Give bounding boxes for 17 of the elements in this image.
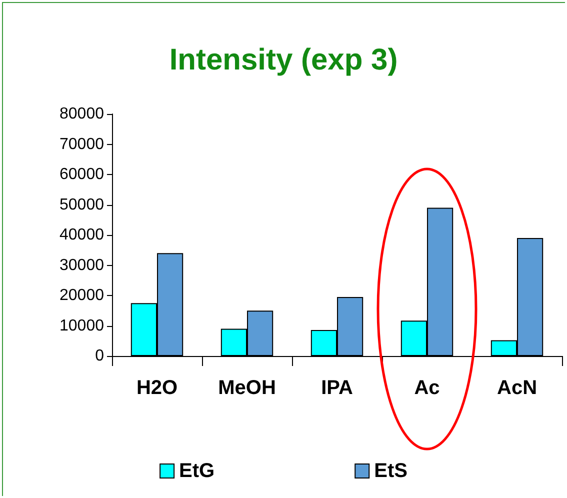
y-tick-label: 80000 (60, 106, 104, 122)
x-tick-label: IPA (321, 377, 353, 399)
y-tick-label: 60000 (60, 166, 104, 183)
y-tick-label: 40000 (60, 226, 104, 244)
y-tick-label: 50000 (60, 196, 104, 214)
legend-label: EtG (179, 460, 215, 482)
y-tick-label: 10000 (60, 317, 104, 334)
x-tick-label: Ac (414, 377, 440, 399)
chart-title: Intensity (exp 3) (169, 44, 398, 76)
y-tick-label: 70000 (60, 136, 104, 153)
y-tick-label: 30000 (60, 256, 104, 274)
x-tick-label: AcN (496, 377, 538, 399)
y-tick-label: 20000 (60, 287, 104, 304)
x-tick-label: H2O (136, 377, 178, 399)
legend-label: EtS (374, 460, 408, 482)
x-tick-label: MeOH (218, 377, 276, 399)
y-tick-label: 0 (95, 348, 104, 364)
